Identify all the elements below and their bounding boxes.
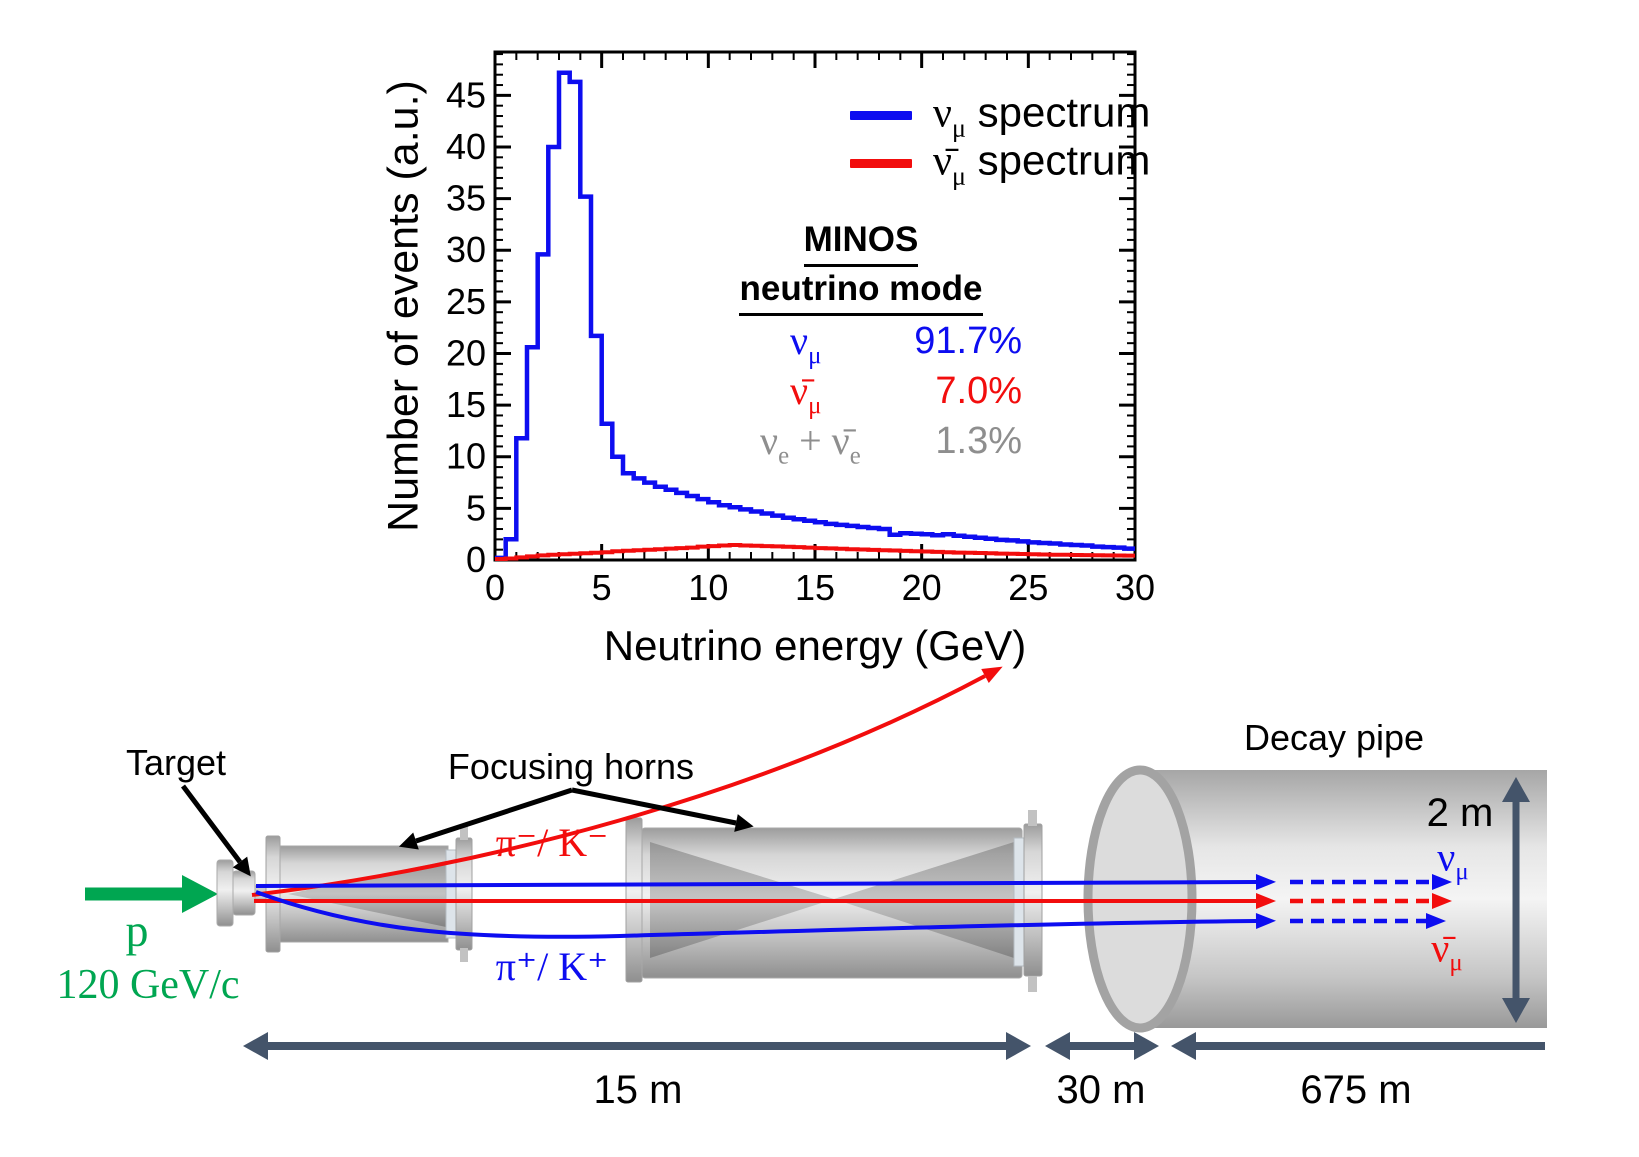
y-tick-label: 25 bbox=[446, 281, 486, 322]
proton-beam-arrow bbox=[85, 875, 218, 913]
panel-title-minos: MINOS bbox=[700, 218, 1022, 267]
target-label: Target bbox=[125, 742, 227, 784]
y-axis-title: Number of events (a.u.) bbox=[379, 80, 428, 532]
x-tick-label: 25 bbox=[1008, 567, 1048, 608]
x-tick-label: 5 bbox=[592, 567, 612, 608]
y-tick-label: 0 bbox=[466, 539, 486, 580]
legend-line-numu bbox=[850, 111, 912, 120]
y-tick-label: 40 bbox=[446, 126, 486, 167]
x-axis-title: Neutrino energy (GeV) bbox=[603, 621, 1027, 669]
proton-momentum-label: 120 GeV/c bbox=[56, 961, 240, 1008]
composition-row-nue: νe + ν̄e 1.3% bbox=[760, 418, 1022, 470]
numubar-exit-label: ν̄μ bbox=[1431, 925, 1463, 977]
horn2-pointer-arrow bbox=[571, 787, 754, 832]
decay-pipe-label: Decay pipe bbox=[1243, 717, 1425, 759]
y-tick-label: 45 bbox=[446, 74, 486, 115]
proton-symbol: p bbox=[125, 904, 149, 956]
numu-spectrum-curve bbox=[495, 70, 1135, 561]
composition-value: 7.0% bbox=[935, 370, 1022, 412]
annotation-arrows bbox=[181, 784, 754, 877]
dim-label-675m: 675 m bbox=[1300, 1068, 1412, 1112]
y-tick-label: 30 bbox=[446, 229, 486, 270]
x-tick-label: 15 bbox=[795, 567, 835, 608]
negative-mesons-label: π⁻/ K⁻ bbox=[495, 820, 609, 865]
legend-label-numubar: ν̄μ spectrum bbox=[933, 136, 1151, 191]
numubar-spectrum-curve bbox=[495, 543, 1135, 561]
y-tick-label: 20 bbox=[446, 332, 486, 373]
composition-value: 1.3% bbox=[935, 420, 1022, 462]
x-tick-label: 30 bbox=[1115, 567, 1155, 608]
beamline-diagram bbox=[85, 666, 1547, 1060]
lower-muon-neutrino-path bbox=[255, 890, 1276, 939]
dim-label-15m: 15 m bbox=[593, 1068, 683, 1112]
legend-line-numubar bbox=[850, 159, 912, 168]
x-tick-label: 10 bbox=[688, 567, 728, 608]
particle-trajectories bbox=[251, 666, 1452, 939]
y-tick-label: 35 bbox=[446, 178, 486, 219]
composition-row-numubar: ν̄μ 7.0% bbox=[790, 368, 1022, 420]
x-tick-label: 0 bbox=[485, 567, 505, 608]
x-tick-label: 20 bbox=[902, 567, 942, 608]
dim-label-30m: 30 m bbox=[1056, 1068, 1146, 1112]
y-tick-label: 5 bbox=[466, 487, 486, 528]
numu-exit-label: νμ bbox=[1437, 834, 1469, 886]
legend-label-numu: νμ spectrum bbox=[933, 88, 1151, 143]
upper-muon-neutrino-path bbox=[255, 874, 1276, 890]
horn1-pointer-arrow bbox=[398, 787, 573, 850]
y-tick-label: 10 bbox=[446, 436, 486, 477]
composition-value: 91.7% bbox=[914, 320, 1022, 362]
target-pointer-arrow bbox=[181, 784, 251, 877]
dimension-arrows bbox=[243, 777, 1545, 1060]
beam-composition-panel: MINOS neutrino mode νμ 91.7% ν̄μ 7.0% νe… bbox=[700, 218, 1022, 470]
escaping-negative-meson-path bbox=[251, 666, 1003, 897]
positive-mesons-label: π⁺/ K⁺ bbox=[495, 944, 609, 989]
composition-row-numu: νμ 91.7% bbox=[790, 318, 1022, 370]
y-tick-label: 15 bbox=[446, 384, 486, 425]
spectrum-chart: 0 5 10 15 20 25 30 0 5 10 15 20 25 30 35 40 45 bbox=[446, 50, 1155, 608]
panel-title-mode: neutrino mode bbox=[700, 267, 1022, 316]
focusing-horns-label: Focusing horns bbox=[447, 746, 695, 788]
pipe-diameter-label: 2 m bbox=[1426, 791, 1494, 835]
focusing-horn-1 bbox=[265, 826, 473, 962]
